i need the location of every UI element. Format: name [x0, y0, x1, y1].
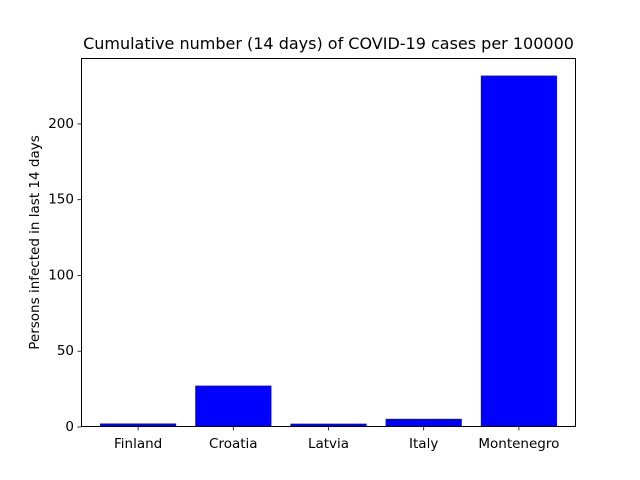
- x-axis: Finland Croatia Latvia Italy Montenegro: [114, 427, 559, 452]
- y-axis-label: Persons infected in last 14 days: [27, 135, 43, 350]
- y-tick-label: 0: [65, 419, 74, 435]
- bar-croatia: [195, 385, 272, 427]
- y-tick-label: 50: [57, 343, 74, 359]
- bars-layer: [100, 75, 557, 427]
- bar-italy: [385, 418, 462, 427]
- bar-finland: [100, 423, 177, 427]
- x-tick-label: Croatia: [209, 436, 258, 452]
- y-tick-label: 100: [48, 267, 74, 283]
- y-tick-label: 150: [48, 192, 74, 208]
- plot-frame: [81, 58, 576, 427]
- bar-montenegro: [480, 75, 557, 427]
- y-tick-label: 200: [48, 116, 74, 132]
- bar-latvia: [290, 423, 367, 427]
- x-tick-label: Latvia: [308, 436, 349, 452]
- x-tick-label: Italy: [409, 436, 438, 452]
- x-tick-label: Finland: [114, 436, 162, 452]
- chart-title: Cumulative number (14 days) of COVID-19 …: [83, 34, 574, 53]
- y-axis: 0 50 100 150 200: [48, 116, 81, 435]
- x-tick-label: Montenegro: [478, 436, 559, 452]
